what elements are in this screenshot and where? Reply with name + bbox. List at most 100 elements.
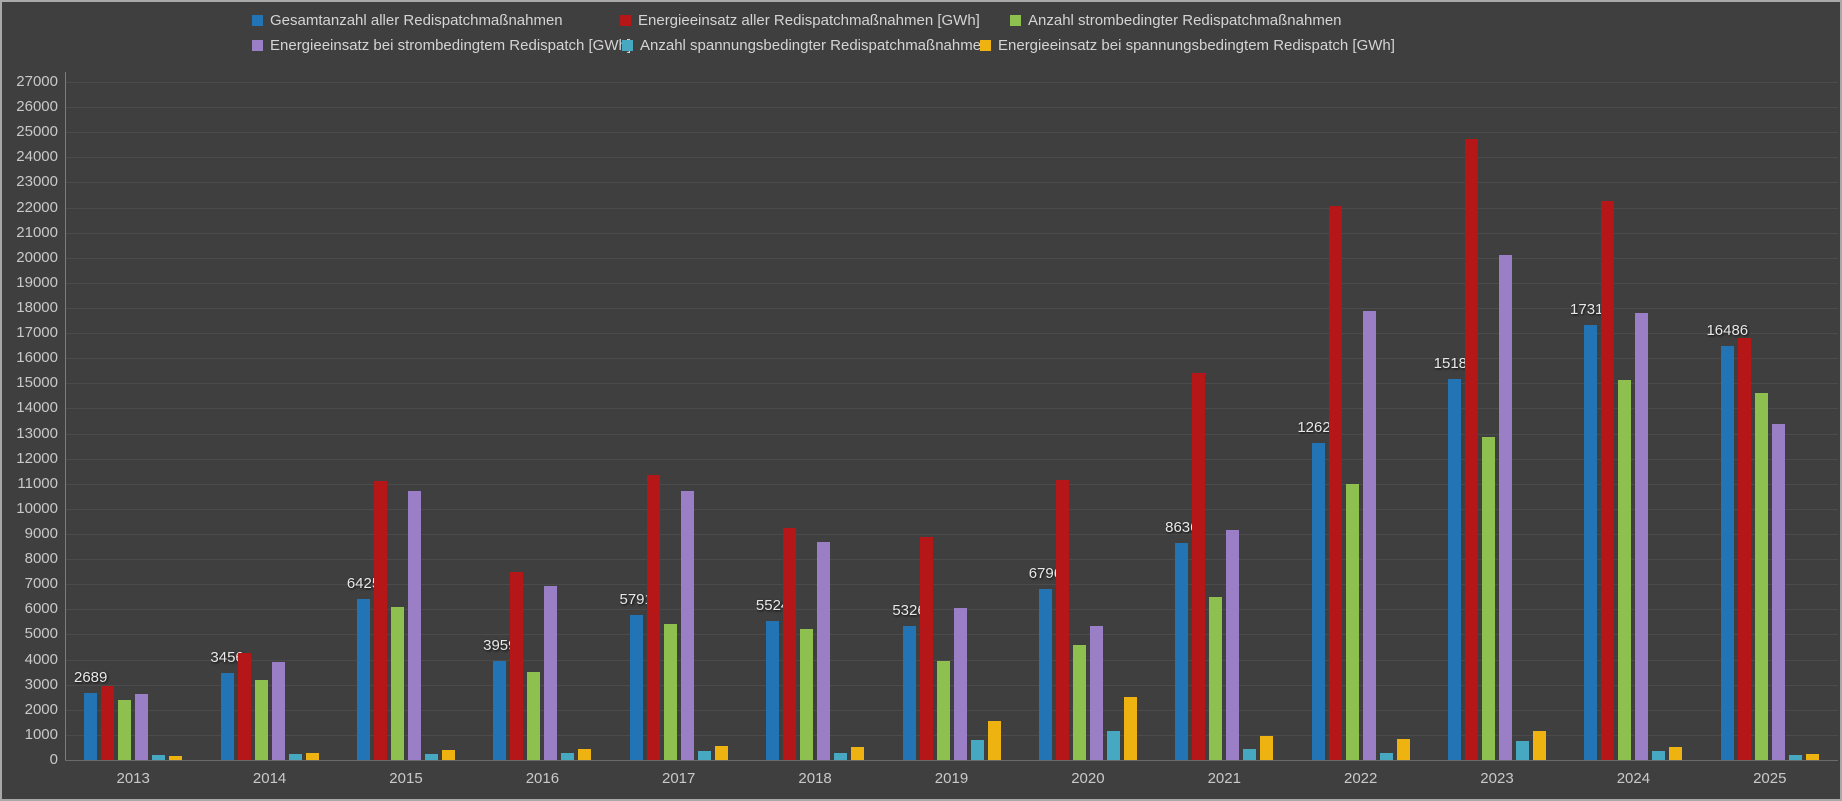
gridline xyxy=(65,107,1838,109)
y-axis-tick-label: 12000 xyxy=(16,449,58,467)
gridline xyxy=(65,408,1838,410)
bar-2016-series-6 xyxy=(578,748,592,760)
bar-2019-series-2 xyxy=(919,536,933,760)
gridline xyxy=(65,182,1838,184)
bar-value-label: 16486 xyxy=(1706,322,1749,339)
bar-value-label: 2689 xyxy=(74,668,108,686)
y-axis-tick-label: 13000 xyxy=(16,424,58,442)
x-axis-category-label: 2021 xyxy=(1207,770,1241,787)
bar-value-label: 3959 xyxy=(483,636,517,654)
bar-2025-series-2 xyxy=(1737,338,1751,760)
bar-value-label: 15185 xyxy=(1433,354,1476,372)
y-axis-tick-label: 22000 xyxy=(16,198,58,216)
gridline xyxy=(65,282,1838,284)
bar-2024-series-5 xyxy=(1652,751,1666,760)
gridline xyxy=(65,458,1838,460)
bar-2016-series-5 xyxy=(561,752,575,760)
bar-2020-series-4 xyxy=(1089,625,1103,760)
gridline xyxy=(65,534,1838,535)
gridline xyxy=(65,634,1838,636)
legend-label: Gesamtanzahl aller Redispatchmaßnahmen xyxy=(270,11,563,29)
legend-item-5[interactable]: Anzahl spannungsbedingter Redispatchmaßn… xyxy=(622,37,989,54)
y-axis-tick-label: 3000 xyxy=(24,675,58,693)
bar-2023-series-3 xyxy=(1482,437,1495,760)
legend-item-2[interactable]: Energieeinsatz aller Redispatchmaßnahmen… xyxy=(620,12,980,29)
bar-2014-series-6 xyxy=(305,752,319,760)
gridline xyxy=(65,483,1838,485)
gridline xyxy=(65,684,1838,686)
gridline xyxy=(65,709,1838,711)
bar-2015-series-5 xyxy=(425,753,438,760)
bar-2019-series-4 xyxy=(953,608,967,760)
legend-label: Energieeinsatz bei strombedingtem Redisp… xyxy=(270,36,632,54)
bar-2020-series-1 xyxy=(1038,589,1052,760)
gridline xyxy=(65,308,1838,309)
bar-2022-series-2 xyxy=(1328,206,1342,760)
bar-2017-series-2 xyxy=(646,475,660,760)
bar-value-label: 5791 xyxy=(619,590,653,608)
bar-value-label: 17312 xyxy=(1570,301,1612,319)
gridline xyxy=(65,734,1838,736)
y-axis-tick-label: 7000 xyxy=(24,575,58,593)
gridline xyxy=(65,132,1838,134)
y-axis-tick-label: 18000 xyxy=(16,299,58,316)
bar-2022-series-6 xyxy=(1396,738,1410,760)
gridline xyxy=(65,157,1838,159)
bar-2023-series-5 xyxy=(1516,741,1529,760)
bar-2024-series-6 xyxy=(1669,747,1683,760)
gridline xyxy=(65,508,1838,510)
gridline xyxy=(65,82,1838,83)
x-axis-category-label: 2013 xyxy=(116,770,150,787)
bar-2016-series-3 xyxy=(527,672,541,760)
bar-2025-series-1 xyxy=(1720,346,1734,760)
x-axis-category-label: 2024 xyxy=(1616,770,1651,787)
x-axis-category-label: 2025 xyxy=(1753,770,1787,787)
bar-2018-series-3 xyxy=(800,629,814,760)
legend-swatch-icon xyxy=(622,39,633,51)
bar-2024-series-4 xyxy=(1635,313,1649,760)
bar-2014-series-4 xyxy=(271,662,285,760)
legend-item-4[interactable]: Energieeinsatz bei strombedingtem Redisp… xyxy=(252,36,632,54)
y-axis-tick-label: 26000 xyxy=(16,98,58,116)
bar-2015-series-3 xyxy=(391,606,404,760)
bar-2017-series-6 xyxy=(714,746,728,760)
gridline xyxy=(65,207,1838,209)
bar-value-label: 6796 xyxy=(1028,565,1063,583)
bar-2019-series-1 xyxy=(902,626,916,760)
legend-item-6[interactable]: Energieeinsatz bei spannungsbedingtem Re… xyxy=(980,36,1395,54)
bar-2018-series-5 xyxy=(834,752,848,760)
y-axis-line xyxy=(65,72,66,760)
bar-2018-series-2 xyxy=(783,527,797,760)
x-axis-category-label: 2014 xyxy=(252,770,287,787)
bar-2014-series-5 xyxy=(288,753,302,760)
legend-swatch-icon xyxy=(252,39,263,51)
y-axis-tick-label: 23000 xyxy=(16,173,58,191)
bar-2021-series-4 xyxy=(1226,530,1240,760)
bar-2017-series-5 xyxy=(697,751,711,760)
legend-item-3[interactable]: Anzahl strombedingter Redispatchmaßnahme… xyxy=(1010,12,1342,29)
legend-label: Energieeinsatz bei spannungsbedingtem Re… xyxy=(998,36,1395,54)
legend-swatch-icon xyxy=(1010,14,1021,26)
y-axis-tick-label: 27000 xyxy=(16,73,58,90)
bar-2023-series-4 xyxy=(1499,255,1512,760)
bar-2022-series-5 xyxy=(1379,752,1393,760)
legend-swatch-icon xyxy=(980,39,991,51)
gridline xyxy=(65,559,1838,561)
bar-2019-series-6 xyxy=(987,721,1001,760)
bar-2020-series-2 xyxy=(1055,480,1069,760)
y-axis-tick-label: 9000 xyxy=(24,525,58,542)
bar-2019-series-3 xyxy=(936,660,950,760)
y-axis-tick-label: 0 xyxy=(49,751,58,768)
y-axis-tick-label: 10000 xyxy=(16,499,58,517)
y-axis-tick-label: 19000 xyxy=(16,273,58,291)
x-axis-category-label: 2022 xyxy=(1344,770,1378,787)
bar-2014-series-1 xyxy=(220,673,234,760)
bar-2018-series-6 xyxy=(851,747,865,760)
bar-value-label: 12625 xyxy=(1297,419,1340,436)
y-axis-tick-label: 14000 xyxy=(16,399,58,417)
legend-item-1[interactable]: Gesamtanzahl aller Redispatchmaßnahmen xyxy=(252,11,563,29)
bar-2025-series-3 xyxy=(1754,393,1768,760)
bar-2016-series-1 xyxy=(493,660,507,760)
bar-2015-series-2 xyxy=(374,481,387,760)
